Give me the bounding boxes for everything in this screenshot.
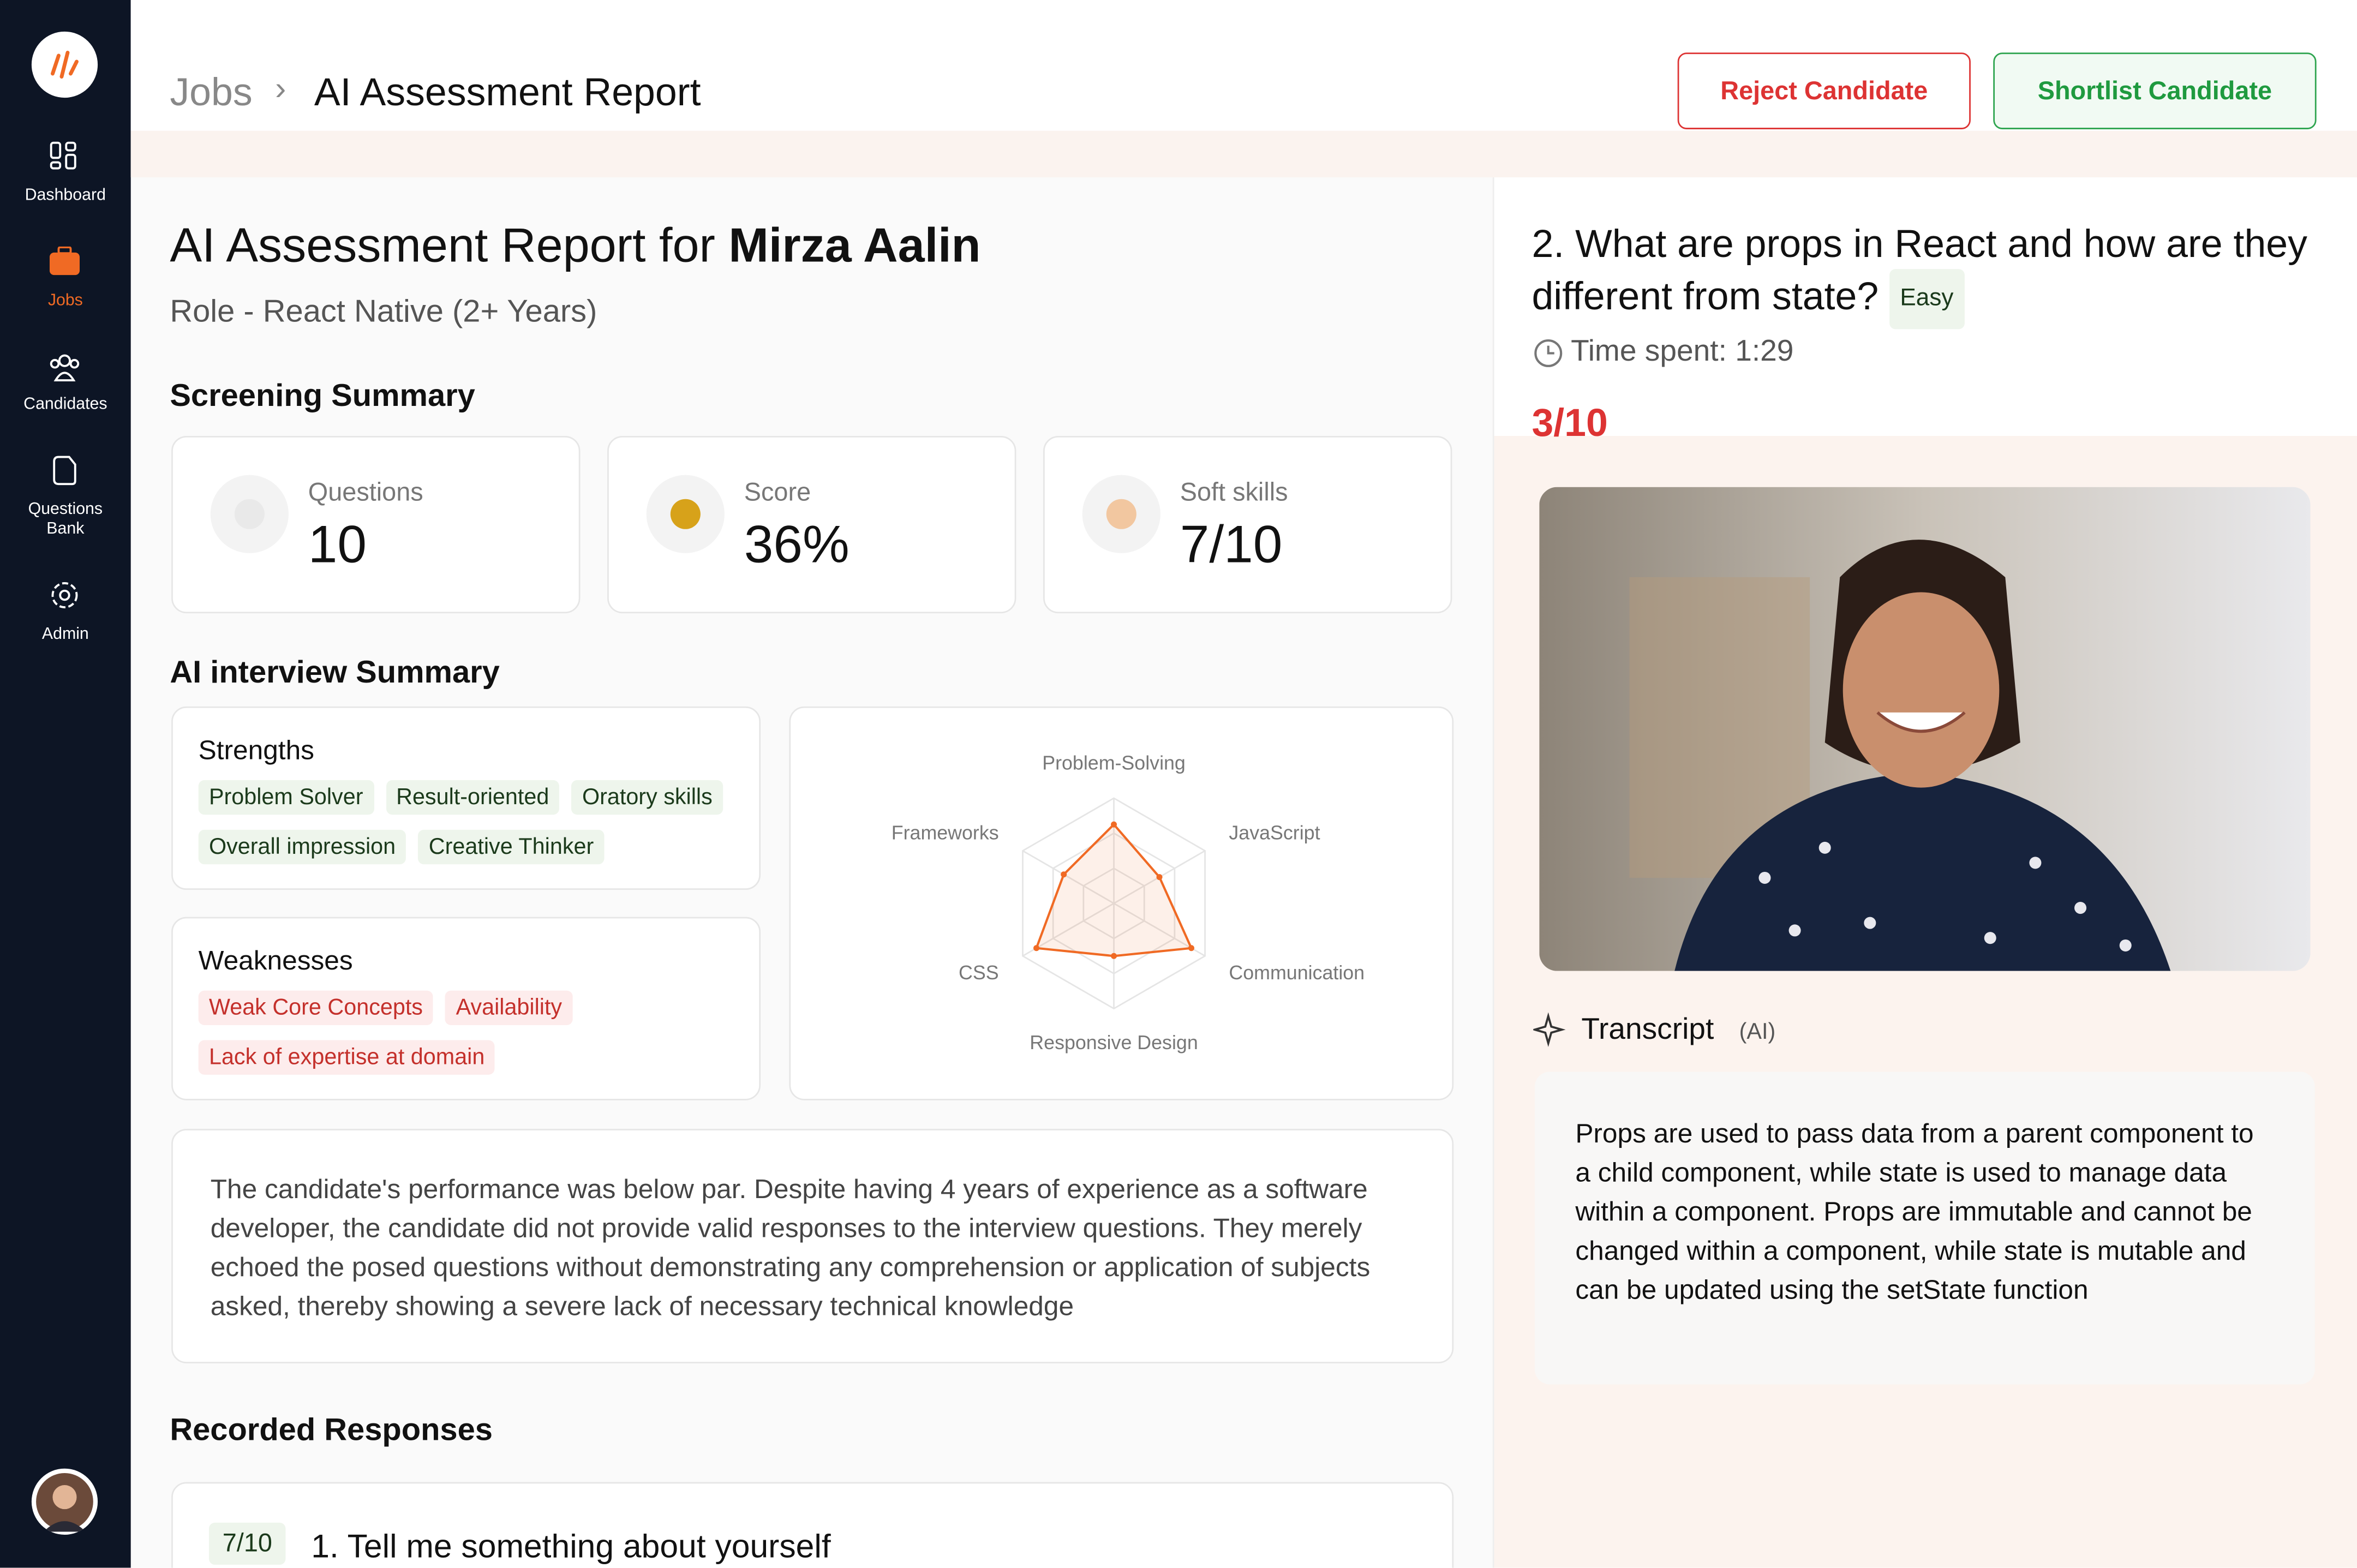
tag: Problem Solver bbox=[198, 780, 374, 815]
section-heading: Recorded Responses bbox=[170, 1413, 493, 1448]
radar-point bbox=[1061, 871, 1067, 878]
video[interactable] bbox=[1539, 487, 2311, 971]
nav-label[interactable]: Admin bbox=[41, 625, 89, 644]
radar-point bbox=[1188, 945, 1195, 951]
nav-icon[interactable] bbox=[50, 580, 80, 610]
icon bbox=[50, 141, 76, 170]
question-text: 2. What are props in React and how are t… bbox=[1532, 220, 2307, 319]
tag: Creative Thinker bbox=[418, 829, 605, 865]
transcript-label: Transcript bbox=[1581, 1013, 1714, 1046]
tag-list: Weak Core Concepts Availability Lack of ex… bbox=[198, 990, 755, 1090]
stat-label: Score bbox=[744, 478, 811, 507]
radar-label: Frameworks bbox=[892, 822, 999, 844]
band bbox=[130, 130, 2357, 178]
role: Role - React Native (2+ Years) bbox=[170, 294, 597, 330]
stat-icon bbox=[210, 475, 289, 553]
icon bbox=[51, 582, 78, 608]
tag: Weak Core Concepts bbox=[198, 990, 434, 1025]
candidate-name: Mirza Aalin bbox=[728, 218, 981, 272]
nav-icon[interactable] bbox=[50, 141, 80, 171]
card-title: Weaknesses bbox=[198, 945, 353, 976]
breadcrumb-current: AI Assessment Report bbox=[314, 69, 701, 115]
header bbox=[130, 0, 2357, 131]
stat-card: Questions 10 bbox=[171, 435, 581, 614]
time-spent: Time spent: 1:29 bbox=[1571, 335, 1794, 368]
transcript-text: Props are used to pass data from a paren… bbox=[1575, 1118, 2254, 1305]
sparkle-icon bbox=[1533, 1012, 1566, 1048]
radar-chart: Problem-Solving JavaScript Communication Re… bbox=[892, 752, 1365, 1054]
weaknesses-card: Weaknesses Weak Core Concepts Availabilit… bbox=[171, 917, 761, 1100]
title-prefix: AI Assessment Report for bbox=[170, 218, 715, 272]
radar-point bbox=[1111, 953, 1117, 959]
logo[interactable] bbox=[31, 31, 98, 98]
nav-label[interactable]: Jobs bbox=[47, 291, 83, 310]
difficulty-tag: Easy bbox=[1889, 269, 1964, 330]
response-question: 1. Tell me something about yourself bbox=[311, 1527, 831, 1565]
stat-label: Questions bbox=[308, 478, 423, 507]
radar-point bbox=[1111, 821, 1117, 828]
nav-icon[interactable] bbox=[50, 456, 80, 486]
sidebar bbox=[0, 0, 131, 1568]
radar-label: Problem-Solving bbox=[1042, 752, 1186, 774]
icon bbox=[50, 354, 80, 381]
radar-label: JavaScript bbox=[1229, 822, 1320, 844]
reject-button[interactable]: Reject Candidate bbox=[1677, 52, 1971, 129]
icon bbox=[53, 456, 76, 486]
icon bbox=[49, 246, 80, 276]
video-frame bbox=[1539, 487, 2311, 971]
breadcrumb-link[interactable]: Jobs bbox=[170, 69, 253, 115]
section-heading: Screening Summary bbox=[170, 379, 475, 414]
icon bbox=[234, 499, 265, 529]
stat-label: Soft skills bbox=[1180, 478, 1288, 507]
nav-label[interactable]: Questions Bank bbox=[28, 500, 103, 538]
stat-value: 36% bbox=[744, 515, 850, 574]
summary-card: The candidate's performance was below pa… bbox=[171, 1129, 1454, 1363]
response-score: 7/10 bbox=[208, 1522, 286, 1565]
summary-text: The candidate's performance was below pa… bbox=[210, 1174, 1371, 1321]
radar-label: CSS bbox=[959, 962, 999, 984]
tag: Oratory skills bbox=[571, 780, 723, 815]
stat-icon bbox=[1082, 475, 1160, 553]
question-title: 2. What are props in React and how are t… bbox=[1532, 218, 2313, 330]
tag: Lack of expertise at domain bbox=[198, 1040, 495, 1075]
stat-card: Soft skills 7/10 bbox=[1043, 435, 1452, 614]
strengths-card: Strengths Problem Solver Result-oriented O… bbox=[171, 706, 761, 890]
nav-label[interactable]: Candidates bbox=[23, 395, 107, 414]
logo-mark bbox=[50, 50, 79, 79]
stat-icon bbox=[646, 475, 725, 553]
shortlist-button[interactable]: Shortlist Candidate bbox=[1993, 52, 2317, 129]
radar-card: Problem-Solving JavaScript Communication Re… bbox=[789, 706, 1454, 1100]
radar-area bbox=[1034, 823, 1193, 957]
radar-spoke bbox=[1022, 850, 1115, 905]
nav-icon[interactable] bbox=[50, 352, 80, 382]
breadcrumb-sep: › bbox=[275, 69, 286, 107]
tag: Availability bbox=[445, 990, 573, 1025]
report-title: AI Assessment Report for Mirza Aalin bbox=[170, 218, 980, 273]
radar-label: Responsive Design bbox=[1030, 1032, 1198, 1054]
clock-icon bbox=[1534, 339, 1563, 367]
stat-value: 7/10 bbox=[1180, 515, 1283, 574]
avatar-img bbox=[36, 1473, 93, 1532]
tag-list: Problem Solver Result-oriented Oratory ski… bbox=[198, 780, 755, 879]
stat-card: Score 36% bbox=[607, 435, 1016, 614]
radar-point bbox=[1156, 874, 1163, 881]
section-heading: AI interview Summary bbox=[170, 655, 500, 690]
stat-value: 10 bbox=[308, 515, 367, 574]
user-avatar[interactable] bbox=[31, 1468, 98, 1535]
question-score: 3/10 bbox=[1532, 399, 1608, 445]
icon bbox=[1106, 499, 1136, 529]
radar-label: Communication bbox=[1229, 962, 1365, 984]
nav-label[interactable]: Dashboard bbox=[25, 186, 106, 205]
transcript-tag: (AI) bbox=[1739, 1019, 1776, 1045]
tag: Result-oriented bbox=[385, 780, 560, 815]
response-card[interactable]: 7/10 1. Tell me something about yourself bbox=[171, 1482, 1454, 1568]
card-title: Strengths bbox=[198, 735, 314, 765]
radar-point bbox=[1033, 945, 1040, 951]
transcript-box: Props are used to pass data from a paren… bbox=[1534, 1072, 2315, 1385]
icon bbox=[670, 499, 701, 529]
tag: Overall impression bbox=[198, 829, 406, 865]
nav-icon[interactable] bbox=[49, 246, 80, 277]
